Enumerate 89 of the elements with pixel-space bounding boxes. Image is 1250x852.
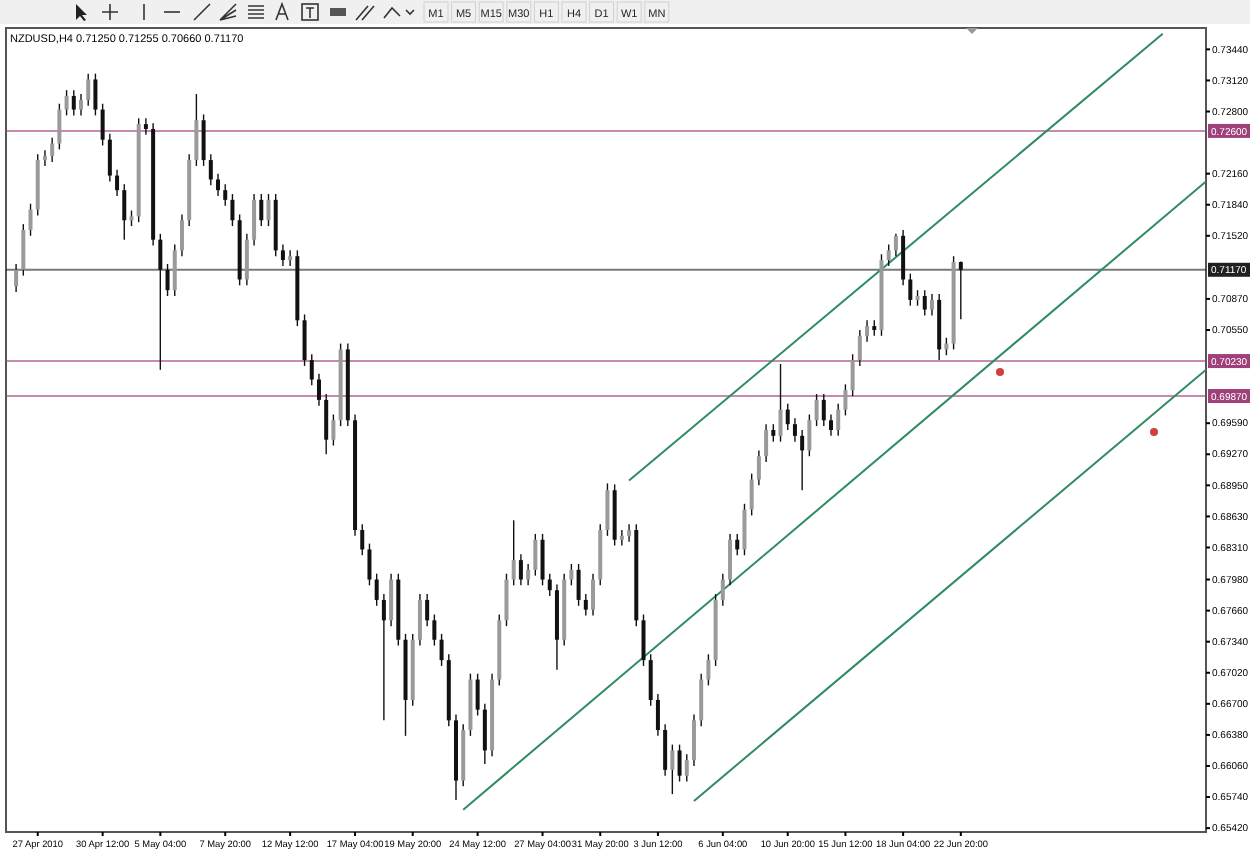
candlestick [655, 693, 660, 737]
candlestick [699, 673, 704, 727]
candlestick [778, 363, 783, 443]
candlestick [785, 403, 790, 431]
candlestick [583, 593, 588, 617]
candlestick [64, 89, 69, 117]
candlestick [504, 573, 509, 627]
candlestick [821, 393, 826, 427]
candlestick [814, 393, 819, 427]
candlestick [684, 753, 689, 783]
candlestick [569, 563, 574, 587]
candlestick [223, 183, 228, 207]
candlestick [958, 260, 963, 320]
candlestick [71, 89, 76, 117]
candlestick [475, 673, 480, 717]
candlestick [79, 93, 83, 117]
candlestick [749, 473, 754, 517]
candlestick [807, 413, 812, 457]
candlestick [908, 272, 913, 307]
candlestick [374, 573, 379, 607]
candlestick [648, 653, 653, 707]
candlestick [280, 243, 285, 267]
candlestick [764, 423, 769, 463]
candlestick [208, 153, 213, 186]
candlestick [836, 403, 841, 437]
candlestick [482, 703, 487, 765]
candlestick [302, 313, 307, 367]
candlestick [605, 482, 610, 537]
candlestick [42, 149, 47, 167]
candlestick [115, 169, 120, 197]
candlestick [547, 573, 552, 597]
candlestick [201, 113, 206, 167]
candlestick [756, 449, 761, 487]
candlestick [518, 553, 523, 587]
candlestick [901, 229, 906, 287]
candlestick [367, 542, 372, 587]
candlestick [735, 533, 740, 556]
candlestick [432, 613, 437, 647]
candlestick [576, 563, 581, 607]
candlestick [742, 503, 747, 556]
candlestick [122, 183, 127, 241]
candlestick [194, 93, 199, 167]
candlestick [252, 193, 257, 247]
candlestick [100, 103, 105, 147]
candlestick [850, 353, 855, 397]
candlestick [57, 103, 62, 151]
candlestick [533, 533, 538, 577]
candlestick [417, 593, 422, 647]
candlestick [720, 573, 725, 607]
candlestick [865, 319, 870, 343]
candlestick [425, 593, 430, 627]
candlestick [230, 193, 235, 227]
candlestick [28, 203, 33, 237]
candlestick [857, 329, 862, 367]
candlestick [14, 263, 19, 293]
candlestick [691, 713, 696, 767]
candlestick [165, 263, 170, 297]
candlestick [641, 613, 646, 667]
candlestick [360, 523, 365, 556]
candlestick [172, 243, 177, 297]
candlestick [591, 573, 596, 617]
candlestick [792, 417, 797, 443]
candlestick [922, 289, 927, 317]
candlestick [316, 372, 321, 407]
candlestick [381, 593, 386, 722]
candlestick [526, 563, 531, 587]
candlestick [143, 117, 148, 136]
candlestick [829, 413, 833, 437]
candlestick [50, 137, 55, 163]
candlestick [179, 213, 184, 257]
candlestick [439, 633, 444, 667]
candlestick [663, 723, 668, 777]
candlestick [677, 743, 682, 783]
candlestick [886, 243, 891, 267]
candlestick [259, 193, 264, 227]
candlestick [93, 72, 98, 117]
candlestick [216, 172, 221, 197]
candlestick [21, 223, 26, 277]
candlestick [107, 133, 112, 183]
candlestick [86, 72, 91, 107]
candlestick [324, 393, 329, 455]
candlestick [511, 519, 516, 587]
candlestick [706, 653, 711, 687]
candlestick [158, 233, 163, 371]
candlestick [309, 353, 314, 387]
candlestick [540, 533, 545, 587]
candlestick [728, 533, 733, 587]
candlestick [843, 383, 848, 417]
candlestick [800, 429, 805, 491]
